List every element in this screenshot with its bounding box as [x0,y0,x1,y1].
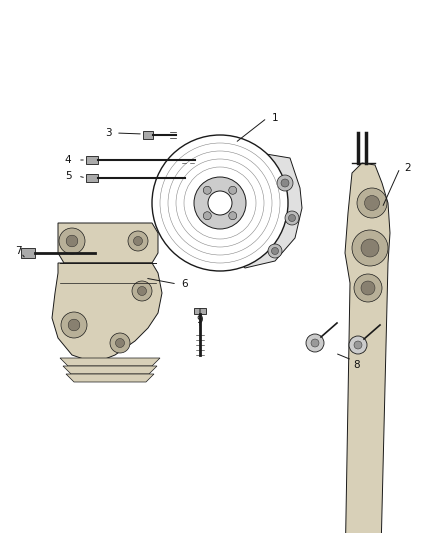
Circle shape [68,319,80,331]
Circle shape [134,237,142,246]
Text: 5: 5 [65,171,71,181]
Circle shape [116,338,124,348]
Circle shape [229,186,237,194]
Circle shape [128,231,148,251]
Circle shape [110,333,130,353]
Circle shape [285,211,299,225]
Text: 4: 4 [65,155,71,165]
FancyBboxPatch shape [21,248,35,258]
Circle shape [361,239,379,257]
FancyBboxPatch shape [86,156,98,164]
Text: 1: 1 [272,113,278,123]
Circle shape [194,177,246,229]
Circle shape [203,212,211,220]
Circle shape [132,281,152,301]
Circle shape [281,179,289,187]
Circle shape [364,196,379,211]
Circle shape [272,247,279,254]
Circle shape [354,274,382,302]
FancyBboxPatch shape [194,308,206,314]
Circle shape [203,186,211,194]
Polygon shape [58,223,158,263]
Circle shape [289,214,296,222]
Circle shape [357,188,387,218]
Circle shape [277,175,293,191]
Circle shape [138,287,146,295]
Text: 6: 6 [182,279,188,289]
Polygon shape [52,263,162,363]
Circle shape [66,235,78,247]
Text: 9: 9 [197,315,203,325]
Polygon shape [66,374,154,382]
Text: 3: 3 [105,128,111,138]
Circle shape [208,191,232,215]
Polygon shape [222,148,302,268]
Circle shape [361,281,375,295]
Polygon shape [60,358,160,366]
Text: 8: 8 [354,360,360,370]
Circle shape [306,334,324,352]
Circle shape [229,212,237,220]
FancyBboxPatch shape [86,174,98,182]
Circle shape [152,135,288,271]
FancyBboxPatch shape [143,131,153,139]
Circle shape [311,339,319,347]
Text: 2: 2 [405,163,411,173]
Polygon shape [63,366,157,374]
Text: 7: 7 [15,246,21,256]
Circle shape [354,341,362,349]
Circle shape [352,230,388,266]
Circle shape [61,312,87,338]
Circle shape [349,336,367,354]
Circle shape [268,244,282,258]
Circle shape [59,228,85,254]
Polygon shape [345,163,390,533]
